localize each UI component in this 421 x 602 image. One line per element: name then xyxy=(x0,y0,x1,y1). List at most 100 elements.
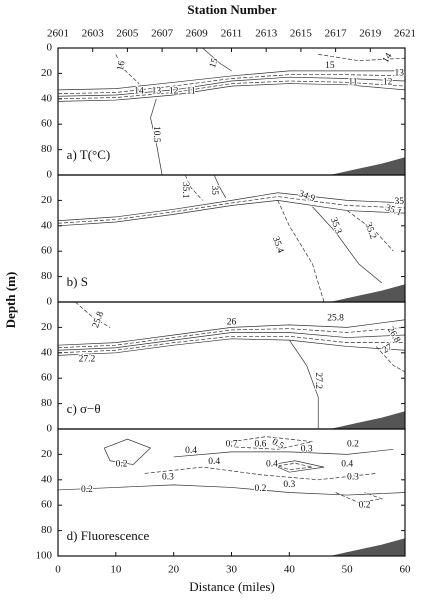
y-tick-label: 20 xyxy=(41,194,53,206)
y-tick-label: 20 xyxy=(41,67,53,79)
contour-label: 35.3 xyxy=(328,216,343,235)
contour-label: 0.2 xyxy=(81,485,93,495)
y-tick-label: 80 xyxy=(41,143,53,155)
contour-line xyxy=(57,332,406,351)
y-tick-label: 40 xyxy=(41,473,53,485)
x2-tick-label: 2609 xyxy=(186,28,209,40)
contour-line xyxy=(375,346,406,373)
panel-label: c) σ−θ xyxy=(67,401,101,416)
contour-label: 0.3 xyxy=(301,445,313,455)
contour-line xyxy=(271,460,325,473)
contour-line xyxy=(57,74,406,95)
contour-line xyxy=(57,70,405,91)
contour-line xyxy=(202,47,232,72)
contour-line xyxy=(57,196,406,224)
contour-label: 0.2 xyxy=(347,439,359,449)
contour-label: 26 xyxy=(227,318,237,328)
x-tick-label: 20 xyxy=(168,564,180,576)
contour-line xyxy=(150,98,163,176)
contour-line xyxy=(75,301,111,328)
panel-frame xyxy=(57,428,406,557)
contour-label: 0.2 xyxy=(116,460,128,470)
y-tick-label: 100 xyxy=(36,550,53,562)
y-tick-label: 0 xyxy=(47,296,53,308)
contour-label: 0.3 xyxy=(162,472,174,482)
contour-line xyxy=(57,338,406,356)
contour-label: 11 xyxy=(348,77,357,87)
x-tick-label: 10 xyxy=(110,564,122,576)
panel-frame xyxy=(57,174,406,303)
x-tick-label: 30 xyxy=(226,564,238,576)
contour-line xyxy=(57,80,406,100)
y-tick-label: 0 xyxy=(47,169,53,181)
bottom-topography xyxy=(329,157,405,175)
x2-tick-label: 2603 xyxy=(82,28,105,40)
contour-label: 15 xyxy=(208,57,221,70)
contour-label: 12 xyxy=(383,77,393,87)
x-tick-label: 0 xyxy=(55,564,61,576)
contour-line xyxy=(318,54,406,62)
x-tick-label: 50 xyxy=(342,564,354,576)
bottom-topography xyxy=(329,538,405,556)
contour-line xyxy=(173,448,394,458)
x2-tick-label: 2617 xyxy=(325,28,348,40)
contour-label: 27.2 xyxy=(313,372,323,389)
y-tick-label: 40 xyxy=(41,92,53,104)
x-tick-label: 40 xyxy=(284,564,296,576)
contour-label: 0.2 xyxy=(254,484,266,494)
contour-label: 10.5 xyxy=(151,126,161,143)
contour-label: 35 xyxy=(209,185,219,195)
contour-label: 12 xyxy=(169,86,179,96)
contour-label: 13 xyxy=(394,69,404,79)
contour-line xyxy=(57,200,406,227)
contour-line xyxy=(57,319,406,346)
contour-label: 0.7 xyxy=(226,439,238,449)
contour-label: 14 xyxy=(381,51,395,64)
panel-label: b) S xyxy=(67,274,88,289)
contour-label: 35.2 xyxy=(363,221,378,240)
contour-line xyxy=(57,192,406,222)
y-tick-label: 60 xyxy=(41,245,53,257)
contour-line xyxy=(184,174,203,201)
contour-line xyxy=(57,335,405,354)
y-tick-label: 80 xyxy=(41,524,53,536)
contour-label: 0.4 xyxy=(208,457,220,467)
contour-label: 14 xyxy=(134,86,144,96)
x2-tick-label: 2601 xyxy=(47,28,69,40)
contour-label: 25.8 xyxy=(91,310,106,329)
bottom-topography xyxy=(329,284,405,302)
contour-label: 16 xyxy=(116,60,128,71)
contour-line xyxy=(289,339,319,429)
x2-tick-label: 2613 xyxy=(255,28,278,40)
y-tick-label: 40 xyxy=(41,346,53,358)
x-tick-label: 60 xyxy=(400,564,412,576)
contour-line xyxy=(213,174,227,199)
x2-tick-label: 2619 xyxy=(359,28,382,40)
y-tick-label: 80 xyxy=(41,270,53,282)
x2-tick-label: 2611 xyxy=(221,28,243,40)
contour-line xyxy=(346,210,394,252)
contour-line xyxy=(277,200,325,303)
panel-label: a) T(°C) xyxy=(67,147,111,162)
contour-label: 25.8 xyxy=(327,314,344,324)
contour-label: 0.4 xyxy=(185,446,197,456)
contour-line xyxy=(231,436,313,450)
bottom-topography xyxy=(329,411,405,429)
contour-label: 35 xyxy=(394,197,404,207)
y-tick-label: 0 xyxy=(47,423,53,435)
y-tick-label: 60 xyxy=(41,372,53,384)
contour-line xyxy=(115,54,140,84)
y-axis-title: Depth (m) xyxy=(3,272,18,329)
y-tick-label: 20 xyxy=(41,321,53,333)
contour-label: 27 xyxy=(381,342,394,356)
contour-line xyxy=(57,327,406,349)
contour-label: 34.9 xyxy=(297,189,316,204)
contour-label: 35.4 xyxy=(270,235,285,254)
y-tick-label: 40 xyxy=(41,219,53,231)
contour-label: 0.3 xyxy=(347,472,359,482)
x2-tick-label: 2621 xyxy=(394,28,416,40)
x2-axis-title: Station Number xyxy=(187,2,276,17)
contour-label: 35.1 xyxy=(180,182,190,199)
contour-line xyxy=(335,492,384,504)
contour-label: 0.6 xyxy=(254,439,266,449)
